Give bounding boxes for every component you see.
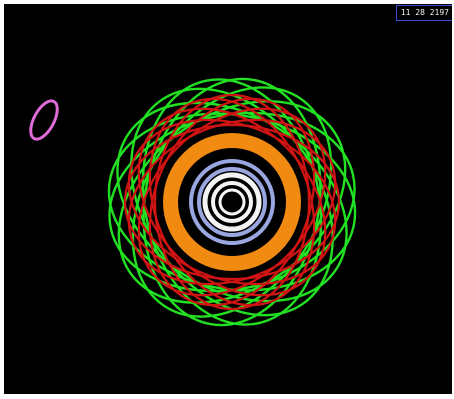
red-orbit-2 [127, 118, 337, 286]
red-orbit-6 [148, 97, 316, 307]
distant-orbit-ellipse [29, 99, 59, 141]
green-orbit-2 [116, 101, 348, 303]
green-orbit-family [107, 77, 357, 327]
inner-system [163, 133, 301, 271]
white-ring-inner [218, 188, 246, 216]
green-orbit-1 [107, 112, 357, 292]
red-orbit-7 [137, 107, 327, 297]
white-ring-outer [202, 172, 262, 232]
green-orbit-7 [117, 100, 347, 304]
green-orbit-3 [130, 87, 334, 317]
red-orbit-3 [137, 107, 327, 297]
red-orbit-8 [127, 118, 337, 286]
green-orbit-5 [142, 77, 322, 327]
blue-belt-inner [197, 167, 267, 237]
red-orbit-family [123, 93, 341, 311]
blue-belt-outer [189, 159, 275, 245]
green-orbit-8 [108, 111, 356, 293]
red-orbit-4 [148, 97, 316, 307]
white-ring-middle [211, 181, 253, 223]
simulation-viewport[interactable]: 11 28 2197 [4, 4, 452, 394]
center-body [224, 194, 240, 210]
green-orbit-6 [131, 86, 333, 318]
simulation-timestamp: 11 28 2197 [395, 5, 452, 21]
green-orbit-4 [141, 78, 323, 326]
red-orbit-1 [123, 123, 341, 281]
orbit-scene[interactable] [4, 4, 452, 394]
red-orbit-5 [153, 93, 311, 311]
